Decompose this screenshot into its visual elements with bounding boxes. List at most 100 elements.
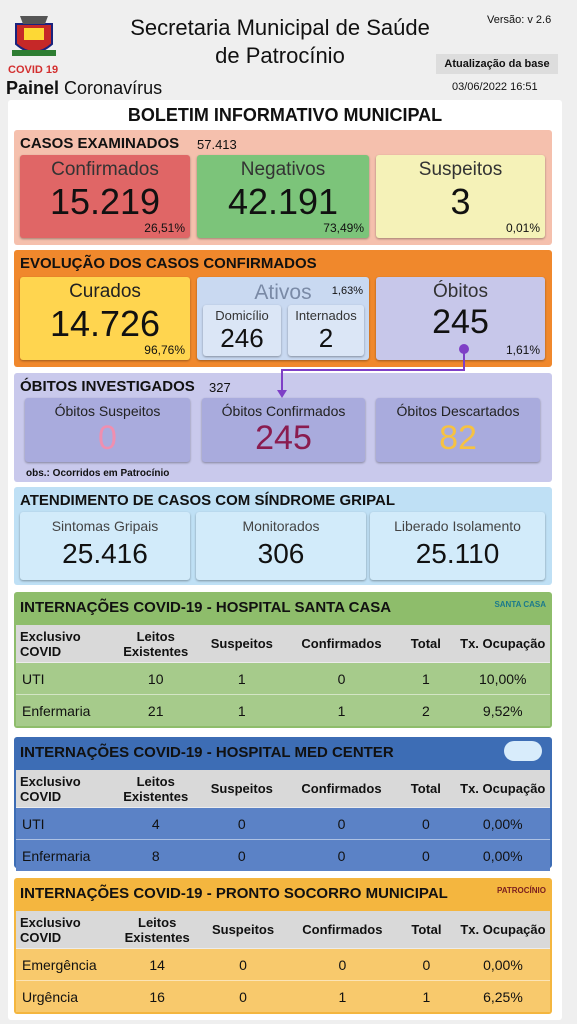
table-cell: 1 <box>196 662 287 695</box>
column-header: Confirmados <box>287 911 397 949</box>
hospital-logo <box>504 741 542 761</box>
card-label: Suspeitos <box>418 159 503 180</box>
card-percent: 73,49% <box>323 221 364 235</box>
column-header: Leitos Existentes <box>114 770 197 808</box>
total: 327 <box>209 380 231 395</box>
version: Versão: v 2.6 <box>487 14 552 26</box>
card-percent: 1,63% <box>331 285 363 297</box>
section-title: INTERNAÇÕES COVID-19 - HOSPITAL MED CENT… <box>20 744 394 761</box>
table-row: Urgência 16 0 1 1 6,25% <box>16 980 550 1012</box>
column-header: Suspeitos <box>196 625 287 663</box>
update-button[interactable]: Atualização da base <box>436 54 558 74</box>
header-row: Exclusivo COVID Leitos Existentes Suspeito… <box>16 625 550 663</box>
card-label: Óbitos <box>433 281 488 302</box>
title-line: Secretaria Municipal de Saúde <box>130 15 430 40</box>
total: 57.413 <box>197 137 237 152</box>
card-label: Ativos <box>254 281 312 304</box>
recovered-card: Curados 14.726 96,76% <box>20 277 190 360</box>
table-cell: 8 <box>114 839 197 871</box>
death-card: Óbitos Confirmados 245 <box>202 398 365 462</box>
hospital-logo: PATROCÍNIO <box>496 886 546 895</box>
table-cell: 0 <box>286 807 397 840</box>
card-value: 25.416 <box>62 538 148 569</box>
case-card: Confirmados 15.219 26,51% <box>20 155 190 238</box>
column-header: Total <box>396 911 456 949</box>
panel-title: Painel Coronavírus <box>6 78 162 99</box>
section-title: CASOS EXAMINADOS <box>20 135 180 152</box>
table-cell: 0,00% <box>455 839 550 871</box>
card-value: 306 <box>257 538 305 569</box>
table-cell: 0 <box>286 662 397 695</box>
card-label: Negativos <box>240 159 326 180</box>
deaths-card: Óbitos 245 1,61% <box>376 277 545 360</box>
card-percent: 1,61% <box>505 343 540 357</box>
column-header: Exclusivo COVID <box>16 911 117 949</box>
table-row: Emergência 14 0 0 0 0,00% <box>16 948 550 981</box>
column-header: Total <box>396 770 456 808</box>
card-label: Óbitos Confirmados <box>221 403 346 419</box>
home-card: Domicílio 246 <box>203 305 281 356</box>
column-header: Suspeitos <box>196 770 287 808</box>
table-row: UTI 10 1 0 1 10,00% <box>16 662 550 695</box>
card-label: Curados <box>69 281 141 302</box>
section-title: ÓBITOS INVESTIGADOS <box>20 378 195 395</box>
table-cell: Enfermaria <box>16 839 115 871</box>
card-value: 0 <box>98 419 117 457</box>
table-cell: UTI <box>16 662 115 695</box>
occupancy-table: Exclusivo COVID Leitos Existentes Suspeito… <box>16 625 550 726</box>
panel-bold: Painel <box>6 78 60 98</box>
section-title: INTERNAÇÕES COVID-19 - PRONTO SOCORRO MU… <box>20 885 448 902</box>
occupancy-table: Exclusivo COVID Leitos Existentes Suspeito… <box>16 911 550 1012</box>
card-value: 15.219 <box>49 181 161 222</box>
table-cell: 1 <box>196 694 287 726</box>
card-percent: 26,51% <box>144 221 185 235</box>
table-cell: 2 <box>396 694 456 726</box>
column-header: Confirmados <box>286 625 397 663</box>
table-cell: 0 <box>396 807 456 840</box>
card-label: Confirmados <box>51 159 159 180</box>
table-cell: 10 <box>114 662 197 695</box>
card-value: 245 <box>255 419 312 457</box>
note: obs.: Ocorridos em Patrocínio <box>26 468 170 479</box>
panel-rest: Coronavírus <box>64 78 163 98</box>
card-label: Sintomas Gripais <box>51 518 159 534</box>
table-cell: 10,00% <box>455 662 550 695</box>
column-header: Exclusivo COVID <box>16 625 115 663</box>
card-value: 3 <box>450 181 471 222</box>
table-cell: 0 <box>396 948 456 981</box>
update-date: 03/06/2022 16:51 <box>452 81 538 93</box>
death-card: Óbitos Descartados 82 <box>376 398 540 462</box>
column-header: Leitos Existentes <box>116 911 199 949</box>
hospital-logo: SANTA CASA <box>494 600 546 609</box>
sub-value: 246 <box>220 323 264 353</box>
hospitalized-card: Internados 2 <box>288 305 364 356</box>
column-header: Suspeitos <box>198 911 288 949</box>
header-row: Exclusivo COVID Leitos Existentes Suspeito… <box>16 911 550 949</box>
table-cell: 0 <box>286 839 397 871</box>
table-cell: 0 <box>287 948 397 981</box>
table-cell: Enfermaria <box>16 694 115 726</box>
sub-label: Internados <box>295 308 357 323</box>
flu-card: Sintomas Gripais 25.416 <box>20 512 190 580</box>
table-cell: 6,25% <box>455 980 550 1012</box>
table-row: Enfermaria 8 0 0 0 0,00% <box>16 839 550 871</box>
card-percent: 96,76% <box>144 343 185 357</box>
table-cell: 16 <box>116 980 199 1012</box>
header-title: Secretaria Municipal de Saúde de Patrocín… <box>110 14 450 70</box>
table-row: UTI 4 0 0 0 0,00% <box>16 807 550 840</box>
sub-label: Domicílio <box>215 308 269 323</box>
title-line: de Patrocínio <box>215 43 345 68</box>
card-value: 42.191 <box>227 181 339 222</box>
card-value: 25.110 <box>415 538 500 569</box>
table-cell: 1 <box>396 980 456 1012</box>
column-header: Exclusivo COVID <box>16 770 115 808</box>
covid-label: COVID 19 <box>8 64 59 76</box>
table-cell: Emergência <box>16 948 117 981</box>
table-cell: 0 <box>196 807 287 840</box>
column-header: Tx. Ocupação <box>455 770 550 808</box>
sub-value: 2 <box>318 323 334 353</box>
flu-card: Liberado Isolamento 25.110 <box>370 512 545 580</box>
section-title: ATENDIMENTO DE CASOS COM SÍNDROME GRIPAL <box>20 492 396 509</box>
death-card: Óbitos Suspeitos 0 <box>25 398 190 462</box>
